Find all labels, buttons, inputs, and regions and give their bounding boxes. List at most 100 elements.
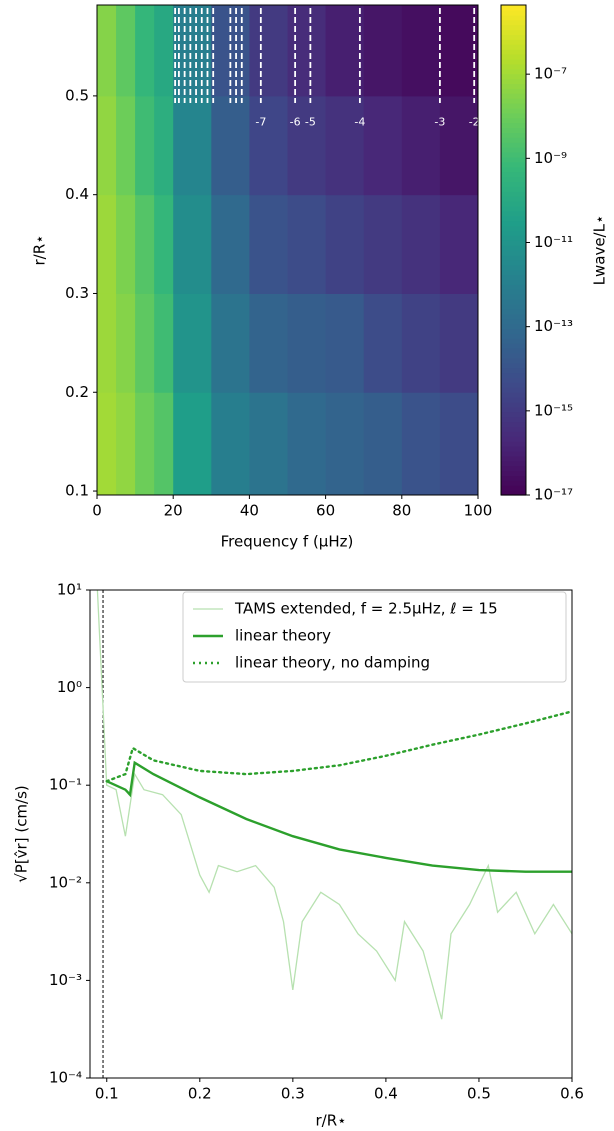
colorbar-segment <box>501 24 526 31</box>
heatmap-cell <box>173 293 212 393</box>
colorbar-segment <box>501 362 526 369</box>
colorbar-tick-label: 10⁻⁹ <box>534 149 567 167</box>
colorbar-segment <box>501 392 526 398</box>
heatmap-cell <box>97 194 117 294</box>
colorbar-segment <box>501 220 526 227</box>
heatmap-cell <box>211 392 250 496</box>
legend-box <box>182 591 567 683</box>
colorbar-segment <box>501 191 526 197</box>
y-tick-label: 10⁰ <box>57 678 82 696</box>
y-axis-label: √P[v̂r] (cm/s) <box>13 785 31 883</box>
colorbar-segment <box>501 215 526 222</box>
colorbar-segment <box>501 235 526 241</box>
colorbar-segment <box>501 132 526 138</box>
colorbar-segment <box>501 225 526 231</box>
colorbar-segment <box>501 323 526 329</box>
plot-frame <box>89 589 573 1079</box>
colorbar-segment <box>501 127 526 133</box>
colorbar-segment <box>501 279 526 285</box>
y-tick-label: 0.2 <box>65 383 89 401</box>
colorbar-segment <box>501 68 526 75</box>
heatmap-cell <box>401 392 441 496</box>
colorbar-segment <box>501 308 526 315</box>
colorbar-segment <box>501 147 526 153</box>
colorbar-segment <box>501 29 526 35</box>
heatmap-cell <box>325 293 365 393</box>
heatmap-cell <box>173 392 212 496</box>
colorbar-segment <box>501 196 526 202</box>
x-tick-label: 20 <box>164 502 183 520</box>
colorbar-segment <box>501 313 526 320</box>
colorbar-segment <box>501 269 526 276</box>
heatmap-cell <box>135 5 155 97</box>
colorbar-segment <box>501 299 526 305</box>
colorbar-segment <box>501 98 526 104</box>
colorbar-segment <box>501 161 526 168</box>
colorbar-label: Lwave/L⋆ <box>591 215 609 286</box>
colorbar-segment <box>501 73 526 80</box>
mode-label: -6 <box>290 116 301 129</box>
x-tick-label: 0.6 <box>560 1085 584 1103</box>
colorbar-segment <box>501 343 526 349</box>
heatmap-cell <box>287 5 327 97</box>
heatmap-cell <box>97 95 117 196</box>
x-tick-label: 0 <box>92 502 102 520</box>
colorbar-segment <box>501 39 526 45</box>
colorbar-segment <box>501 205 526 212</box>
colorbar-tick-label: 10⁻⁷ <box>534 65 567 83</box>
heatmap-cell <box>325 392 365 496</box>
colorbar-segment <box>501 34 526 40</box>
mode-label: -7 <box>255 116 266 129</box>
heatmap-cell <box>287 95 327 196</box>
y-tick-label: 10⁻¹ <box>49 776 82 794</box>
heatmap-cell <box>97 293 117 393</box>
colorbar-segment <box>501 240 526 246</box>
heatmap-cell <box>401 293 441 393</box>
colorbar-segment <box>501 406 526 413</box>
colorbar-segment <box>501 210 526 217</box>
colorbar-segment <box>501 230 526 236</box>
colorbar-segment <box>501 254 526 261</box>
colorbar-segment <box>501 377 526 383</box>
heatmap-cell <box>249 293 288 393</box>
x-tick-label: 80 <box>392 502 411 520</box>
colorbar-segment <box>501 117 526 124</box>
heatmap-cell <box>116 392 136 496</box>
heatmap-cell <box>116 293 136 393</box>
colorbar-segment <box>501 9 526 16</box>
colorbar-segment <box>501 103 526 109</box>
y-tick-label: 10¹ <box>57 581 82 599</box>
colorbar-segment <box>501 58 526 65</box>
heatmap-cell <box>211 95 250 196</box>
colorbar-segment <box>501 455 526 462</box>
colorbar-segment <box>501 485 526 491</box>
heatmap-cell <box>363 5 403 97</box>
heatmap-cell <box>401 95 441 196</box>
colorbar-segment <box>501 63 526 70</box>
mode-label: -2 <box>469 116 480 129</box>
heatmap-cell <box>173 95 212 196</box>
colorbar-segment <box>501 470 526 476</box>
colorbar-segment <box>501 122 526 129</box>
x-axis-label: Frequency f (μHz) <box>221 533 354 551</box>
colorbar-segment <box>501 54 526 60</box>
colorbar-segment <box>501 14 526 21</box>
heatmap-cell <box>439 95 479 196</box>
heatmap-cell <box>439 392 479 496</box>
colorbar-segment <box>501 49 526 55</box>
colorbar-segment <box>501 318 526 325</box>
colorbar-segment <box>501 333 526 339</box>
x-tick-label: 0.3 <box>281 1085 305 1103</box>
colorbar-segment <box>501 245 526 251</box>
colorbar-segment <box>501 352 526 359</box>
x-tick-label: 0.4 <box>374 1085 398 1103</box>
heatmap-cell <box>154 95 174 196</box>
heatmap-cell <box>154 392 174 496</box>
colorbar-segment <box>501 19 526 26</box>
heatmap-cell <box>249 5 288 97</box>
x-tick-label: 0.5 <box>467 1085 491 1103</box>
colorbar-segment <box>501 44 526 50</box>
colorbar-segment <box>501 181 526 187</box>
colorbar-segment <box>501 465 526 472</box>
heatmap-cell <box>116 95 136 196</box>
